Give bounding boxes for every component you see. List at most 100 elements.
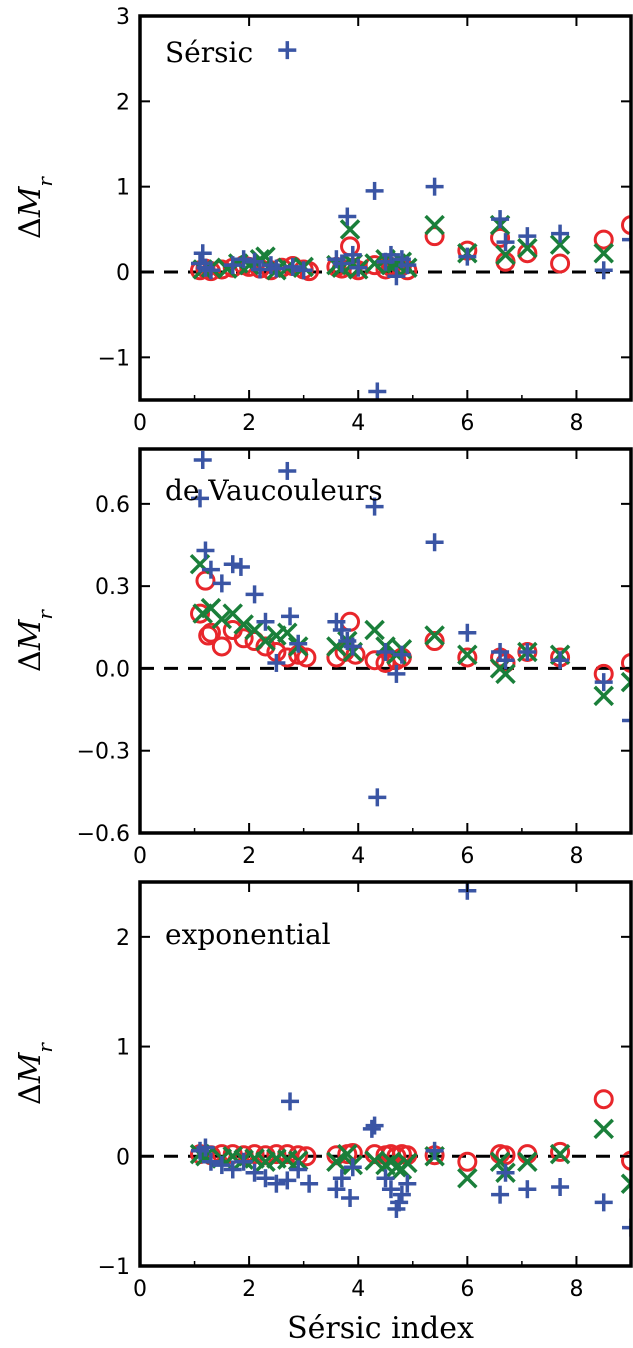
circle-point [621,215,631,236]
x-tick-label: 8 [569,1277,583,1302]
circle-point [277,647,298,668]
plus-point [256,612,275,631]
plot-frame [138,880,633,1268]
plus-point [425,177,444,196]
plus-point [338,207,357,226]
plus-point [551,224,570,243]
plus-point [191,489,210,508]
plus-point [212,574,231,593]
y-tick-label: −1 [98,1255,130,1280]
plus-point [256,1169,275,1188]
plus-point [365,181,384,200]
plus-point [387,664,406,683]
plus-point [281,1092,300,1111]
panel-1: 0 2 4 6 8 −1 0 1 2 3 Sérsic ΔMr [13,5,633,436]
plus-point [193,244,212,263]
cross-point [457,1167,478,1189]
plus-point [551,1178,570,1197]
y-tick-label: 1 [116,1036,130,1061]
plus-point [496,233,515,252]
circle-point [550,253,571,274]
cross-point [364,1150,385,1171]
plus-point [289,1160,308,1179]
plus-point [349,258,368,277]
y-tick-label: 0 [116,1145,130,1170]
cross-point [326,1151,347,1173]
circle-point [424,631,445,651]
plus-point [365,1116,384,1135]
y-tick-label: 0.6 [95,493,130,518]
y-tick-label: −0.6 [77,822,130,847]
cross-point [517,237,538,259]
plus-point [196,541,215,560]
plus-point [622,1218,631,1237]
x-tick-label: 0 [133,1277,147,1302]
x-tick-label: 6 [460,411,474,436]
x-tick-label: 6 [460,1277,474,1302]
cross-point [424,625,445,646]
circle-point [296,647,317,668]
plus-point [245,585,264,604]
cross-point [424,214,445,236]
x-tick-label: 4 [351,411,365,436]
y-tick-label: 1 [116,176,130,201]
plus-point [234,250,253,269]
cross-point [386,1157,407,1178]
plus-point [518,227,537,246]
plus-point [518,642,537,661]
circle-point [593,229,614,250]
circle-point [190,603,211,624]
circle-point [244,1144,265,1165]
plus-point [278,461,297,480]
plus-point [332,621,351,640]
plot-frame [138,14,633,402]
plus-point [365,497,384,516]
x-tick-label: 2 [242,411,256,436]
circle-point [457,1151,478,1172]
plus-point [381,245,400,264]
plus-point [594,673,613,692]
cross-point [457,644,478,665]
plus-point [294,261,313,280]
plus-point [251,260,270,279]
y-tick-label: −1 [98,346,130,371]
circle-point [593,1089,614,1110]
plus-point [425,533,444,552]
plus-point [343,245,362,264]
plus-point [622,230,631,249]
plus-point [234,1152,253,1171]
plus-point [283,257,302,276]
plus-point [458,247,477,266]
data-points [189,882,631,1237]
plus-point [327,1180,346,1199]
plus-point [201,560,220,579]
cross-point [593,685,614,707]
y-tick-label: 0 [116,261,130,286]
x-tick-label: 2 [242,844,256,869]
cross-point [397,1152,418,1174]
plus-point [518,1180,537,1199]
plus-point [332,1169,351,1188]
y-axis-label: ΔMr [13,1042,57,1105]
circle-point [200,622,221,643]
circle-point [195,570,216,591]
y-axis-label: ΔMr [13,609,57,672]
plus-point [496,1163,515,1182]
plus-point [223,256,242,275]
plus-point [281,607,300,626]
plus-point [376,1169,395,1188]
plus-point [223,1160,242,1179]
plus-point [193,450,212,469]
plus-point [201,261,220,280]
y-tick-label: 3 [116,5,130,30]
plus-point [496,651,515,670]
plus-point [223,555,242,574]
cross-point [593,1118,614,1140]
plus-point [196,1138,215,1157]
circle-point [233,628,254,649]
y-tick-label: 0.0 [95,657,130,682]
cross-point [211,608,233,630]
circle-point [340,236,361,257]
plus-point [278,41,297,60]
